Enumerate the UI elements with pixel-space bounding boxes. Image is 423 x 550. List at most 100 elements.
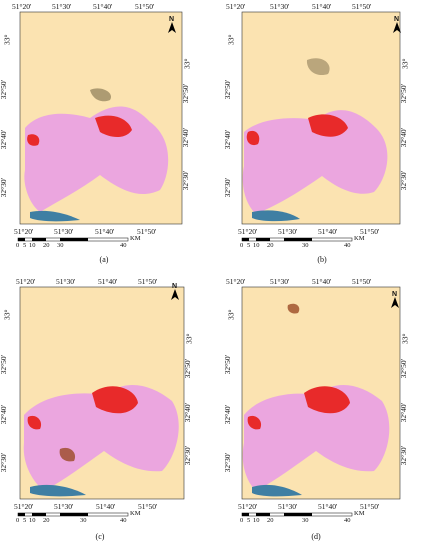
north-letter: N — [392, 291, 398, 298]
lon-label-d-bottom-2: 51°30' — [278, 502, 298, 511]
map-c-urban-core — [92, 386, 138, 414]
map-c-urban-west — [27, 415, 42, 430]
lat-label-d-left-3: 32°40' — [222, 405, 232, 425]
lon-label-c-top-1: 51°20' — [16, 277, 36, 286]
north-arrow-icon: N — [390, 16, 404, 34]
lon-label-b-top-4: 51°50' — [352, 2, 372, 11]
lon-label-a-top-2: 51°30' — [52, 2, 72, 11]
lat-label-b-right-4: 32°30' — [398, 171, 408, 191]
scale-c-0: 0 — [16, 517, 20, 524]
caption-d: (d) — [311, 532, 321, 541]
lon-label-d-top-1: 51°20' — [226, 277, 246, 286]
lon-label-c-bottom-2: 51°30' — [54, 502, 74, 511]
lon-label-d-bottom-3: 51°40' — [318, 502, 338, 511]
map-b-water — [252, 210, 300, 222]
lat-label-a-right-1: 33° — [182, 58, 192, 70]
north-arrow-icon: N — [168, 283, 182, 301]
map-d-urban-west — [247, 415, 262, 430]
scale-d-30: 30 — [302, 517, 309, 524]
map-c-brown — [59, 447, 76, 462]
lon-label-d-top-2: 51°30' — [270, 277, 290, 286]
lat-label-d-right-4: 32°30' — [398, 446, 408, 466]
lon-label-d-top-3: 51°40' — [312, 277, 332, 286]
lon-label-c-top-2: 51°30' — [56, 277, 76, 286]
map-d-brown — [287, 303, 300, 314]
map-a-svg — [19, 11, 183, 225]
map-a-water — [30, 210, 80, 222]
north-letter: N — [172, 283, 178, 290]
north-arrow-icon: N — [165, 16, 179, 34]
scale-c-40: 40 — [120, 517, 127, 524]
lat-label-c-right-2: 32°50' — [182, 359, 192, 379]
lon-label-a-top-1: 51°20' — [12, 2, 32, 11]
scale-a-30: 30 — [57, 242, 64, 249]
lat-label-a-right-2: 32°50' — [180, 84, 190, 104]
lon-label-c-bottom-3: 51°40' — [96, 502, 116, 511]
lat-label-a-right-3: 32°40' — [180, 128, 190, 148]
scale-d-unit: KM — [354, 510, 365, 517]
north-arrow-icon: N — [388, 291, 402, 309]
lon-label-a-top-3: 51°40' — [93, 2, 113, 11]
north-letter: N — [169, 16, 175, 23]
lon-label-d-top-4: 51°50' — [352, 277, 372, 286]
scale-d-10: 10 — [253, 517, 260, 524]
scale-d-0: 0 — [240, 517, 244, 524]
lon-label-a-bottom-1: 51°20' — [14, 227, 34, 236]
lon-label-c-top-4: 51°50' — [138, 277, 158, 286]
lat-label-b-right-1: 33° — [400, 58, 410, 70]
scale-d-40: 40 — [344, 517, 351, 524]
scale-c-30: 30 — [80, 517, 87, 524]
map-a-vegetation — [90, 88, 111, 102]
scale-c-20: 20 — [43, 517, 50, 524]
lon-label-a-bottom-3: 51°40' — [95, 227, 115, 236]
lat-label-d-left-1: 33° — [226, 309, 236, 321]
lat-label-b-left-3: 32°40' — [222, 130, 232, 150]
lat-label-c-left-3: 32°40' — [0, 405, 8, 425]
lat-label-c-left-4: 32°30' — [0, 453, 8, 473]
lon-label-a-bottom-2: 51°30' — [54, 227, 74, 236]
scale-a-20: 20 — [43, 242, 50, 249]
map-b-pink-region — [242, 110, 388, 214]
map-panel-c: 51°20' 51°30' 51°40' 51°50' 33° 32°50' 3… — [0, 275, 211, 550]
lat-label-b-right-2: 32°50' — [398, 84, 408, 104]
map-d-pink-region — [242, 384, 390, 491]
map-d-water — [252, 484, 302, 497]
scale-a-5: 5 — [23, 242, 27, 249]
scale-c-unit: KM — [130, 510, 141, 517]
caption-a: (a) — [99, 255, 109, 264]
lon-label-b-top-2: 51°30' — [270, 2, 290, 11]
scale-a-unit: KM — [130, 235, 141, 242]
map-a-urban-west — [27, 134, 40, 146]
map-panel-d: 51°20' 51°30' 51°40' 51°50' 33° 32°50' 3… — [212, 275, 423, 550]
scale-c-10: 10 — [29, 517, 36, 524]
scale-d-5: 5 — [247, 517, 251, 524]
map-b-vegetation — [306, 58, 330, 76]
lon-label-b-top-3: 51°40' — [312, 2, 332, 11]
scale-b-20: 20 — [267, 242, 274, 249]
map-panel-a: 51°20' 51°30' 51°40' 51°50' 33° 32°50' 3… — [0, 0, 211, 275]
map-c-svg — [19, 286, 185, 500]
scale-b-30: 30 — [302, 242, 309, 249]
lat-label-d-right-3: 32°40' — [398, 403, 408, 423]
lat-label-c-right-1: 33° — [184, 333, 194, 345]
lat-label-c-right-3: 32°40' — [182, 403, 192, 423]
scale-b-5: 5 — [247, 242, 251, 249]
map-panel-b: 51°20' 51°30' 51°40' 51°50' 33° 32°50' 3… — [212, 0, 423, 275]
map-b-svg — [241, 11, 401, 225]
scale-a-10: 10 — [29, 242, 36, 249]
lon-label-b-bottom-1: 51°20' — [238, 227, 258, 236]
map-d-urban-core — [304, 386, 350, 414]
north-letter: N — [394, 16, 400, 23]
lon-label-b-top-1: 51°20' — [226, 2, 246, 11]
lat-label-d-left-2: 32°50' — [222, 355, 232, 375]
map-c-water — [30, 484, 86, 497]
lat-label-d-right-1: 33° — [400, 333, 410, 345]
lat-label-d-left-4: 32°30' — [222, 453, 232, 473]
lon-label-a-top-4: 51°50' — [135, 2, 155, 11]
scale-b-0: 0 — [240, 242, 244, 249]
lat-label-a-right-4: 32°30' — [180, 171, 190, 191]
caption-b: (b) — [317, 255, 327, 264]
lat-label-a-left-2: 32°50' — [0, 80, 8, 100]
scale-c-5: 5 — [23, 517, 27, 524]
lon-label-c-bottom-1: 51°20' — [14, 502, 34, 511]
